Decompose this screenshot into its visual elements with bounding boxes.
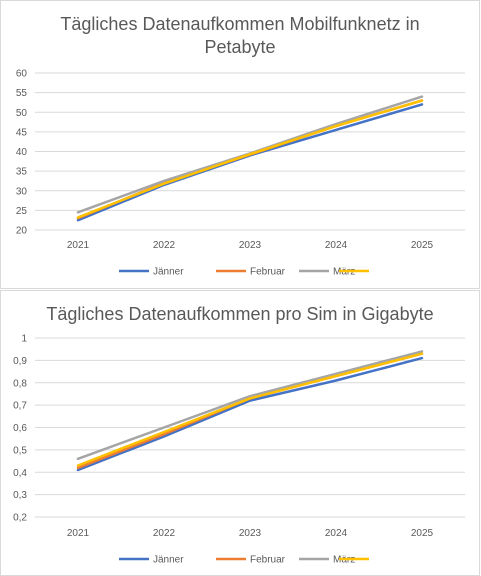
x-tick-label: 2023 <box>239 528 262 539</box>
y-tick-label: 0,6 <box>13 423 27 434</box>
y-tick-label: 1 <box>21 334 27 345</box>
chart-title: Petabyte <box>204 37 275 57</box>
x-tick-label: 2024 <box>325 528 348 539</box>
x-tick-label: 2022 <box>153 528 176 539</box>
x-tick-label: 2024 <box>325 240 348 251</box>
x-tick-label: 2023 <box>239 240 262 251</box>
series-line-1 <box>76 356 424 472</box>
chart-svg-per-sim: Tägliches Datenaufkommen pro Sim in Giga… <box>13 304 465 566</box>
series-line-4 <box>76 352 424 467</box>
y-tick-label: 50 <box>16 108 28 119</box>
y-tick-label: 0,4 <box>13 468 27 479</box>
legend-label: Jänner <box>153 267 184 278</box>
y-tick-label: 45 <box>16 127 28 138</box>
y-tick-label: 30 <box>16 186 28 197</box>
x-tick-label: 2021 <box>67 528 90 539</box>
legend-label: Jänner <box>153 555 184 566</box>
y-tick-label: 60 <box>16 69 28 80</box>
y-tick-label: 0,7 <box>13 401 27 412</box>
series-line-3 <box>76 350 424 461</box>
chart-data-volume-network: Tägliches Datenaufkommen Mobilfunknetz i… <box>0 0 480 289</box>
chart-title: Tägliches Datenaufkommen pro Sim in Giga… <box>46 304 433 324</box>
y-tick-label: 35 <box>16 167 28 178</box>
x-tick-label: 2022 <box>153 240 176 251</box>
y-tick-label: 0,9 <box>13 356 27 367</box>
chart-title: Tägliches Datenaufkommen Mobilfunknetz i… <box>60 14 419 34</box>
legend-label: Februar <box>250 555 286 566</box>
y-tick-label: 0,2 <box>13 513 27 524</box>
y-tick-label: 20 <box>16 226 28 237</box>
x-tick-label: 2025 <box>411 528 434 539</box>
x-tick-label: 2025 <box>411 240 434 251</box>
x-tick-label: 2021 <box>67 240 90 251</box>
chart-svg-network: Tägliches Datenaufkommen Mobilfunknetz i… <box>16 14 465 278</box>
series-line-1 <box>76 103 424 222</box>
y-tick-label: 25 <box>16 206 28 217</box>
y-tick-label: 55 <box>16 88 28 99</box>
chart-data-volume-per-sim: Tägliches Datenaufkommen pro Sim in Giga… <box>0 290 480 576</box>
y-tick-label: 0,5 <box>13 445 27 456</box>
legend-label: Februar <box>250 267 286 278</box>
y-tick-label: 40 <box>16 147 28 158</box>
y-tick-label: 0,8 <box>13 378 27 389</box>
y-tick-label: 0,3 <box>13 490 27 501</box>
series-line-2 <box>76 99 424 220</box>
series-line-4 <box>76 99 424 219</box>
